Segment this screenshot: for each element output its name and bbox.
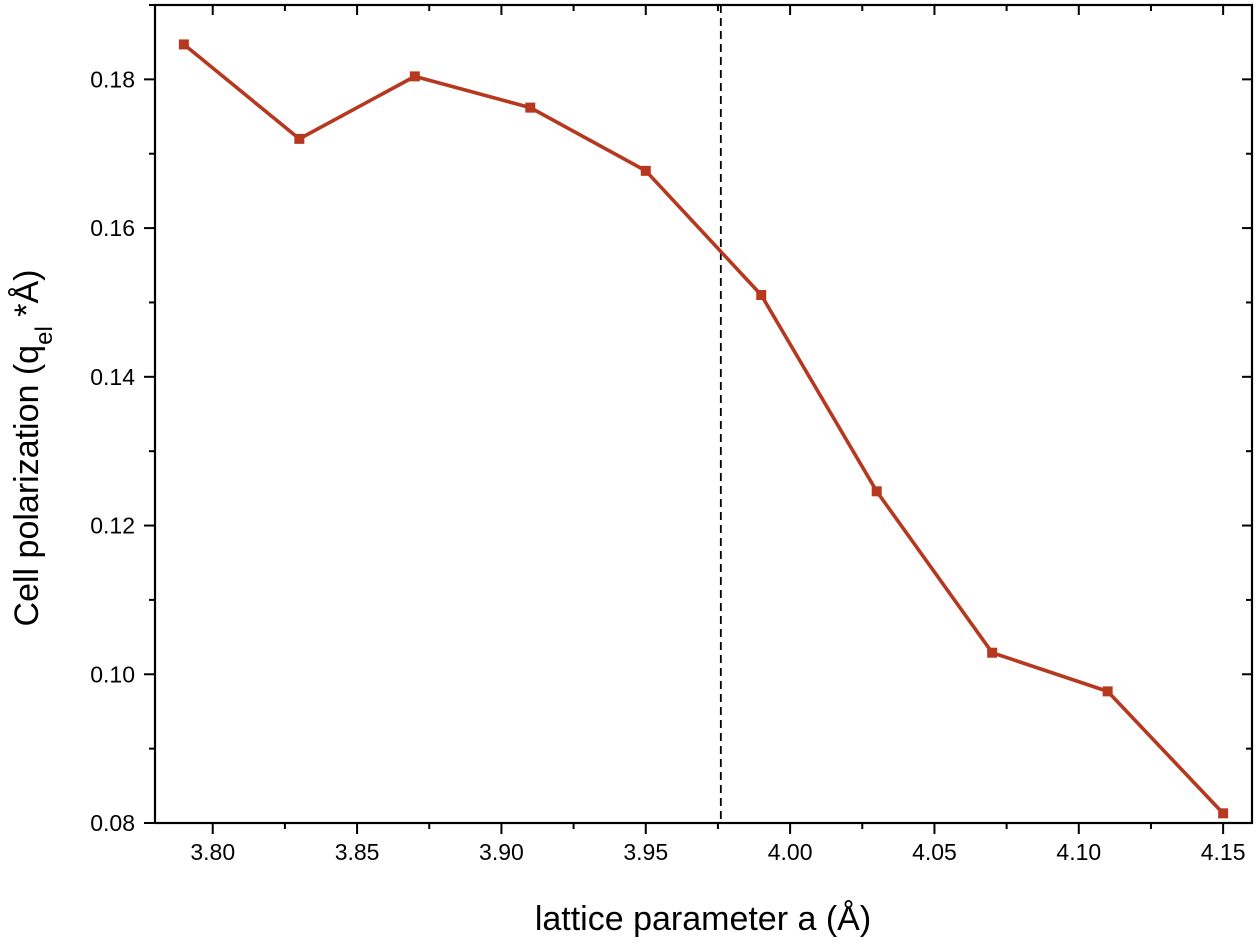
data-point <box>756 290 767 301</box>
y-tick-label: 0.10 <box>90 661 135 687</box>
y-tick-label: 0.16 <box>90 215 135 241</box>
data-point <box>640 165 651 176</box>
x-tick-label: 3.85 <box>335 839 380 865</box>
y-tick-label: 0.12 <box>90 513 135 539</box>
data-point <box>871 486 882 497</box>
x-tick-label: 3.80 <box>190 839 235 865</box>
x-tick-label: 4.15 <box>1201 839 1246 865</box>
plot-frame <box>153 3 1254 825</box>
data-point <box>987 647 998 658</box>
y-axis-title-tail: *Å) <box>8 270 46 327</box>
y-tick-label: 0.18 <box>90 66 135 92</box>
x-tick-label: 4.05 <box>912 839 957 865</box>
y-axis-title-sub: el <box>31 326 58 345</box>
data-point <box>1102 686 1113 697</box>
data-point <box>294 133 305 144</box>
data-point <box>178 39 189 50</box>
series-group <box>178 39 1229 819</box>
x-tick-label: 4.00 <box>768 839 813 865</box>
x-axis-title: lattice parameter a (Å) <box>535 900 871 938</box>
y-axis-title-main: Cell polarization (q <box>8 345 46 627</box>
data-point <box>1218 808 1229 819</box>
x-tick-label: 3.95 <box>623 839 668 865</box>
axis-ticks: 3.80 3.85 3.90 3.95 4.00 4.05 4.10 4.15 0.08 0.10… <box>90 4 1252 865</box>
x-tick-label: 3.90 <box>479 839 524 865</box>
y-tick-label: 0.08 <box>90 810 135 836</box>
series-line <box>182 43 1225 815</box>
y-axis-title: Cell polarization (qel *Å) <box>8 270 58 627</box>
y-tick-label: 0.14 <box>90 364 135 390</box>
data-point <box>409 71 420 82</box>
data-point <box>525 102 536 113</box>
x-tick-label: 4.10 <box>1056 839 1101 865</box>
